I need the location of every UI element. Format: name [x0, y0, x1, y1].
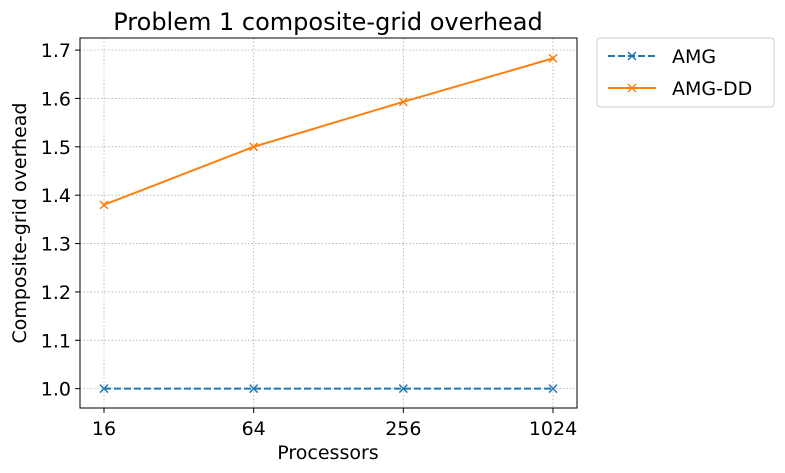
legend-label-amg-dd: AMG-DD: [672, 78, 752, 100]
data-point-amg-dd: [398, 97, 408, 107]
x-tick-label: 16: [92, 418, 116, 440]
y-tick-label: 1.7: [41, 40, 71, 62]
y-tick-label: 1.4: [41, 185, 71, 207]
y-tick-label: 1.3: [41, 234, 71, 256]
y-tick-label: 1.0: [41, 379, 71, 401]
data-point-amg: [398, 384, 408, 394]
series-group: [99, 53, 558, 394]
legend-marker-amg: [627, 51, 637, 61]
legend-label-amg: AMG: [672, 46, 716, 68]
x-axis-label: Processors: [277, 442, 378, 464]
y-tick-label: 1.6: [41, 88, 71, 110]
data-point-amg-dd: [99, 200, 109, 210]
y-tick-label: 1.2: [41, 282, 71, 304]
x-tick-label: 1024: [529, 418, 577, 440]
axis-ticks: 16 64 256 1024 1.0 1.1 1.2 1.3 1.4 1.5 1.6 1.7: [41, 40, 577, 440]
chart-title: Problem 1 composite-grid overhead: [113, 8, 542, 36]
y-tick-label: 1.5: [41, 137, 71, 159]
grid-lines: [80, 38, 577, 408]
x-tick-label: 64: [242, 418, 266, 440]
series-line-amg-dd: [103, 57, 554, 206]
plot-area-frame: [79, 37, 578, 409]
legend: AMG AMG-DD: [596, 37, 775, 108]
x-tick-label: 256: [385, 418, 421, 440]
data-point-amg: [249, 384, 259, 394]
data-point-amg-dd: [249, 142, 259, 152]
data-point-amg-dd: [548, 53, 558, 63]
y-axis-label: Composite-grid overhead: [9, 103, 31, 344]
legend-marker-amg-dd: [627, 83, 637, 93]
data-point-amg: [99, 384, 109, 394]
data-point-amg: [548, 384, 558, 394]
y-tick-label: 1.1: [41, 330, 71, 352]
